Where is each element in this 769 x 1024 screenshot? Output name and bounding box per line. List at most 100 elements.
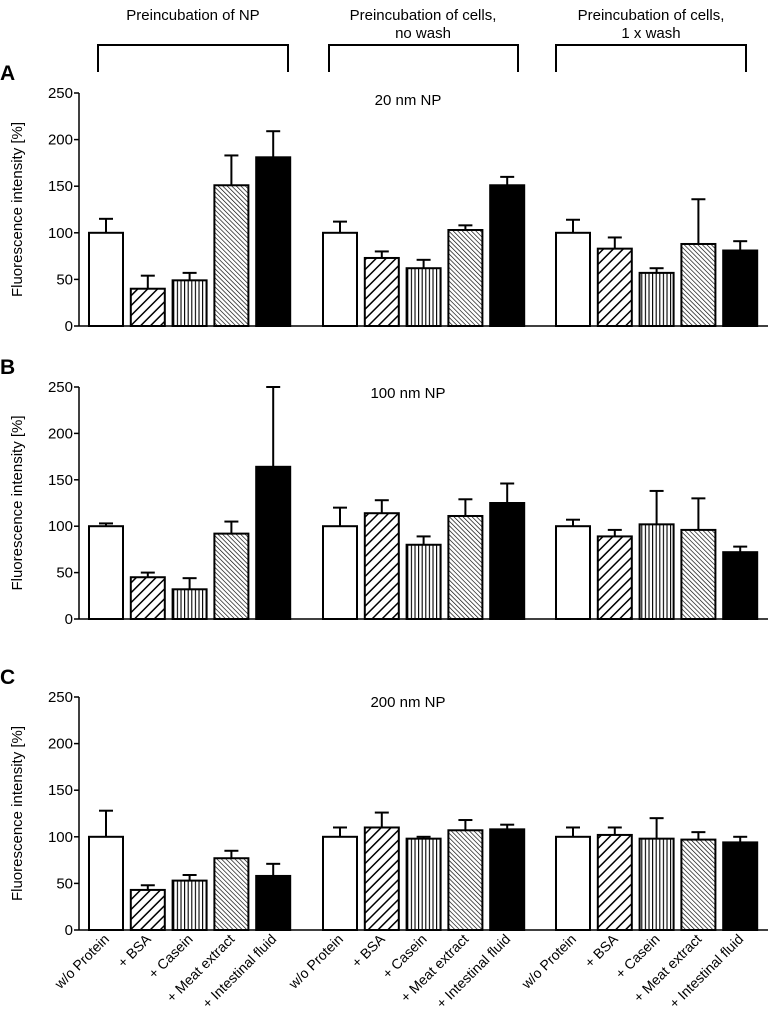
bar-group-3 [555, 198, 759, 328]
y-tick-label: 50 [56, 875, 73, 892]
bar [255, 465, 292, 621]
bar [489, 502, 526, 620]
x-tick-label: + BSA [114, 930, 154, 970]
bar [722, 249, 759, 327]
bar [171, 279, 208, 327]
bar-group-2 [322, 175, 526, 328]
group-header-3: Preincubation of cells, 1 x wash [555, 7, 747, 72]
bar-group-1 [88, 386, 292, 621]
bar [129, 287, 166, 327]
x-tick-label: + BSA [581, 930, 621, 970]
bar [447, 829, 484, 931]
panel-b: B 100 nm NP 0 50 100 150 200 250 Fluorescence in… [0, 356, 768, 628]
panel-label: C [0, 666, 15, 689]
x-tick-label: + Intestinal fluid [666, 931, 746, 1011]
bar [638, 523, 675, 620]
group-header-1: Preincubation of NP [97, 7, 289, 72]
bar [596, 833, 633, 931]
bar [363, 256, 400, 327]
bar [555, 231, 591, 327]
y-tick-label: 100 [48, 518, 73, 535]
bar-group-3 [555, 817, 759, 932]
group-bracket-1 [97, 44, 289, 72]
y-axis-title: Fluorescence intensity [%] [9, 122, 26, 297]
panel-label: B [0, 356, 15, 379]
bar [255, 156, 292, 327]
bar [680, 838, 717, 932]
bar [447, 229, 484, 327]
x-tick-label: + Intestinal fluid [199, 931, 279, 1011]
panels: A 20 nm NP 0 50 100 150 200 250 Fluorescence int… [0, 62, 768, 1011]
bar [489, 184, 526, 327]
y-tick-label: 200 [48, 736, 73, 753]
bar [322, 231, 358, 327]
bar [363, 826, 400, 931]
group-headers: Preincubation of NP Preincubation of cel… [97, 7, 747, 72]
y-tick-label: 100 [48, 829, 73, 846]
panel-title: 200 nm NP [370, 694, 445, 711]
y-axis-title: Fluorescence intensity [%] [9, 726, 26, 901]
bar [489, 828, 526, 931]
bar [555, 835, 591, 931]
bar [322, 835, 358, 931]
bar [88, 525, 124, 621]
bar [405, 837, 442, 931]
bar-group-3 [555, 489, 759, 621]
group-header-3-line-1: Preincubation of cells, [578, 7, 725, 24]
bar [171, 588, 208, 621]
group-header-3-line-2: 1 x wash [621, 25, 680, 42]
y-tick-label: 250 [48, 85, 73, 102]
bar [405, 543, 442, 621]
group-bracket-2 [328, 44, 519, 72]
bar [447, 514, 484, 621]
bar [680, 242, 717, 327]
bar [596, 247, 633, 327]
x-tick-label: w/o Protein [51, 931, 113, 993]
y-tick-label: 250 [48, 689, 73, 706]
group-header-2-line-1: Preincubation of cells, [350, 7, 497, 24]
bar [596, 535, 633, 621]
bar [322, 525, 358, 621]
bar [363, 512, 400, 621]
bar [555, 525, 591, 621]
panel-label: A [0, 62, 15, 85]
bar [129, 888, 166, 932]
bar [88, 231, 124, 327]
group-header-2: Preincubation of cells, no wash [328, 7, 519, 72]
bar [405, 267, 442, 328]
bar [680, 528, 717, 620]
bar [171, 879, 208, 932]
y-tick-label: 0 [65, 318, 73, 335]
y-tick-label: 0 [65, 611, 73, 628]
y-axis-title: Fluorescence intensity [%] [9, 415, 26, 590]
x-tick-label: w/o Protein [285, 931, 347, 993]
x-tick-label: w/o Protein [518, 931, 580, 993]
bar [213, 532, 250, 621]
x-tick-label: + Intestinal fluid [433, 931, 513, 1011]
bar-group-1 [88, 130, 292, 327]
bar [722, 841, 759, 932]
bar [213, 857, 250, 932]
bar-group-2 [322, 811, 526, 931]
x-tick-label: + BSA [348, 930, 388, 970]
bar [638, 837, 675, 931]
y-tick-label: 150 [48, 472, 73, 489]
bar [255, 874, 292, 931]
y-tick-label: 0 [65, 922, 73, 939]
bar [129, 576, 166, 620]
bar-group-2 [322, 482, 526, 621]
y-tick-label: 200 [48, 425, 73, 442]
panel-title: 100 nm NP [370, 385, 445, 402]
panel-title: 20 nm NP [375, 92, 442, 109]
y-tick-label: 150 [48, 178, 73, 195]
panel-a: A 20 nm NP 0 50 100 150 200 250 Fluorescence int… [0, 62, 768, 335]
y-tick-label: 50 [56, 565, 73, 582]
bar-group-1 [88, 809, 292, 932]
group-header-2-line-2: no wash [395, 25, 451, 42]
y-tick-label: 150 [48, 782, 73, 799]
group-bracket-3 [555, 44, 747, 72]
bar [88, 835, 124, 931]
y-tick-label: 100 [48, 225, 73, 242]
bar [722, 551, 759, 621]
